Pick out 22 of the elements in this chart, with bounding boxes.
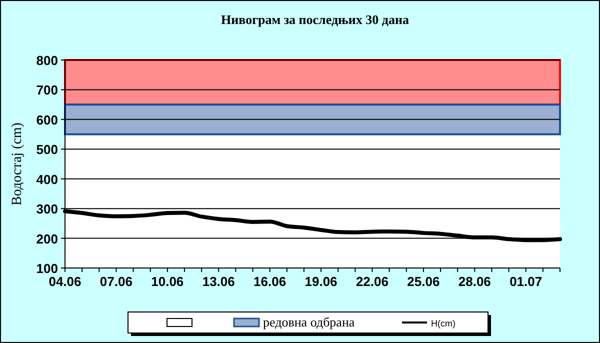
- x-tick-label: 22.06: [356, 274, 389, 289]
- x-tick-label: 04.06: [48, 274, 82, 289]
- x-tick-label: 25.06: [407, 274, 440, 289]
- y-tick-label: 300: [36, 202, 58, 217]
- legend-label: H(cm): [431, 318, 456, 328]
- y-tick-label: 800: [36, 53, 58, 68]
- y-tick-label: 700: [36, 82, 58, 98]
- y-axis-title: Водостај (cm): [10, 122, 25, 206]
- x-tick-label: 10.06: [151, 274, 184, 289]
- y-tick-label: 400: [36, 172, 58, 187]
- x-tick-label: 16.06: [254, 274, 286, 289]
- y-tick-label: 100: [36, 261, 58, 276]
- x-tick-label: 19.06: [304, 274, 338, 289]
- x-tick-label: 13.06: [202, 274, 235, 289]
- x-tick-label: 28.06: [458, 274, 491, 289]
- y-tick-label: 600: [36, 112, 58, 128]
- y-tick-label: 500: [36, 142, 58, 158]
- x-tick-label: 07.06: [100, 274, 132, 289]
- legend-label: редовна одбрана: [263, 314, 355, 330]
- x-tick-label: 01.07: [510, 274, 542, 289]
- y-tick-label: 200: [36, 231, 58, 246]
- chart-title: Нивограм за последњих 30 дана: [221, 12, 410, 27]
